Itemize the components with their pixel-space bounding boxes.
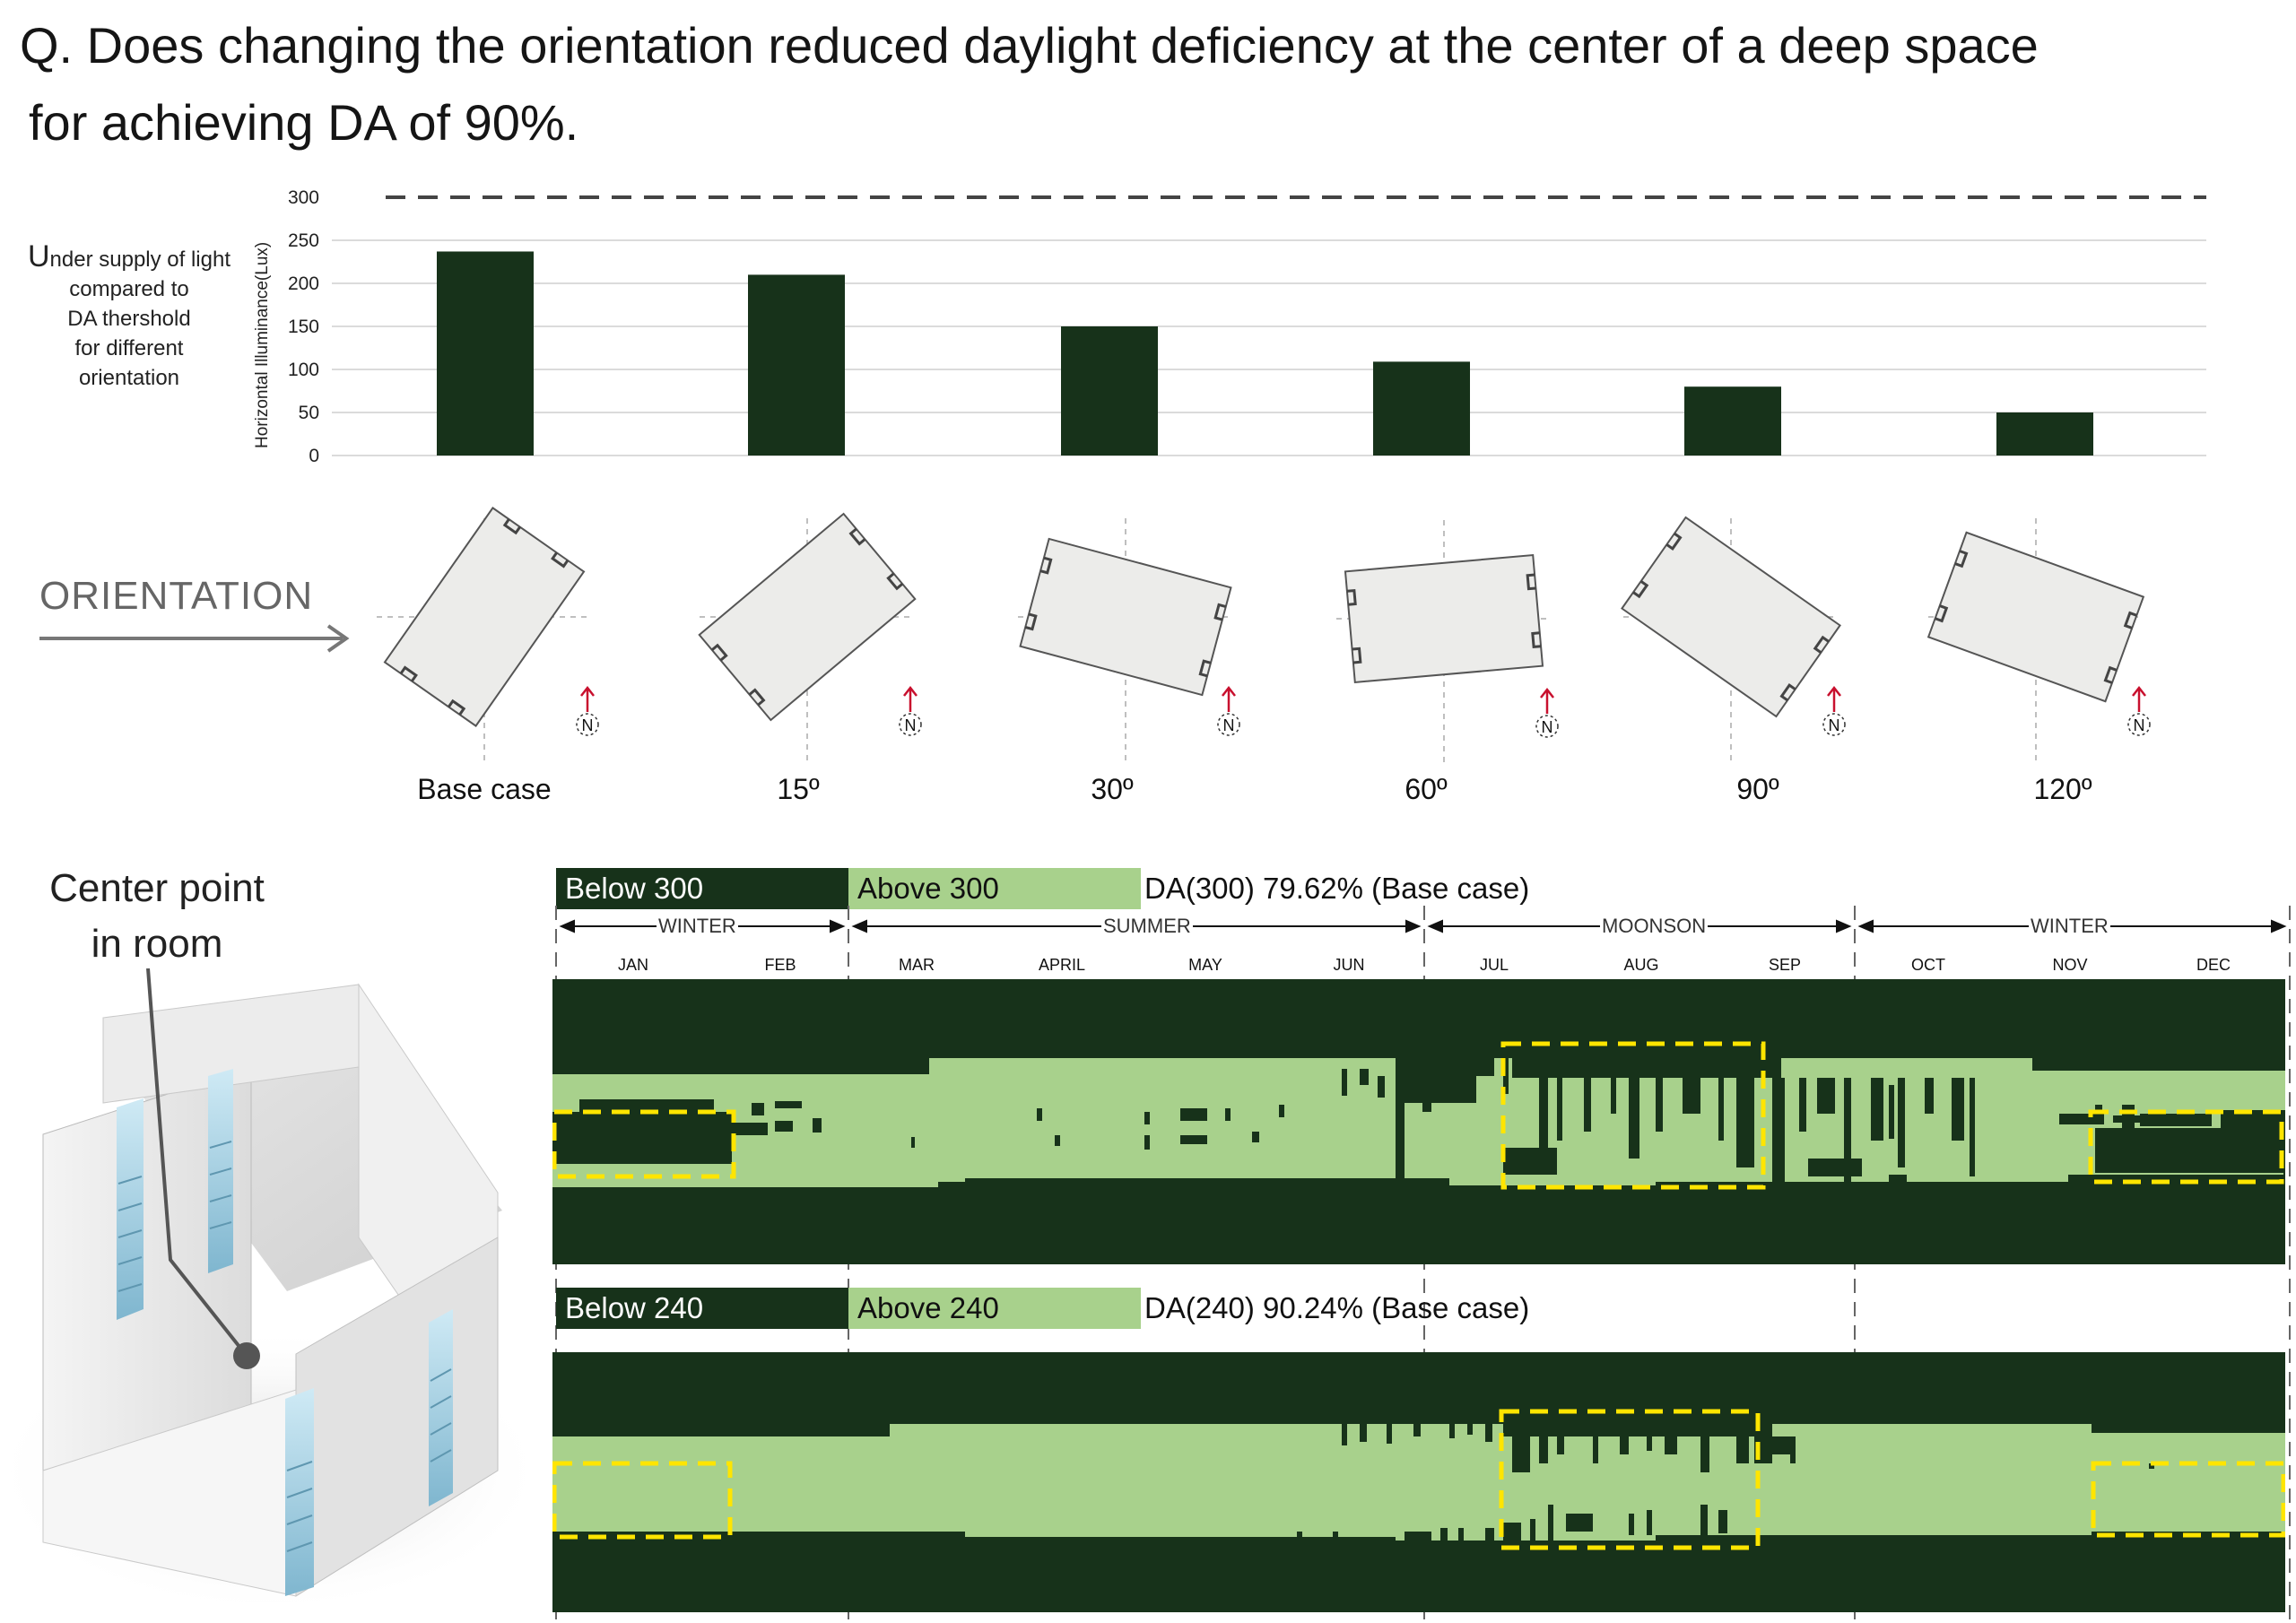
- season-label: WINTER: [657, 915, 738, 938]
- side-note-line: compared to: [69, 277, 189, 301]
- y-tick-label: 100: [288, 360, 319, 380]
- heatmap-above-band: [552, 1424, 2285, 1541]
- bar: [437, 251, 534, 456]
- heatmap-deficit-marks: [1297, 1424, 2154, 1549]
- legend-below-240: Below 240: [556, 1288, 848, 1329]
- center-point-label-line-2: in room: [91, 922, 223, 966]
- svg-text:N: N: [1829, 716, 1840, 734]
- case-label: 30º: [1091, 773, 1134, 805]
- case-label: 90º: [1736, 773, 1779, 805]
- y-tick-label: 300: [288, 187, 319, 208]
- da-300-label: DA(300) 79.62% (Base case): [1144, 872, 1530, 905]
- north-arrow-icon: N: [1535, 687, 1559, 738]
- center-pointer-line: [146, 968, 248, 1358]
- highlight-box: [552, 1041, 2284, 1190]
- y-tick-label: 200: [288, 273, 319, 294]
- orientation-arrow: [39, 624, 350, 653]
- month-label: AUG: [1623, 956, 1659, 974]
- da-240-label: DA(240) 90.24% (Base case): [1144, 1291, 1530, 1324]
- legend-above-240: Above 240: [848, 1288, 1141, 1329]
- month-label: FEB: [764, 956, 796, 974]
- svg-text:N: N: [2134, 716, 2145, 734]
- window-icon: [285, 1388, 314, 1596]
- svg-text:N: N: [1223, 716, 1235, 734]
- room-plan: N: [698, 512, 922, 760]
- orientation-label: ORIENTATION: [39, 574, 314, 618]
- window-icon: [117, 1098, 144, 1320]
- svg-text:N: N: [1542, 718, 1553, 736]
- legend-below-300: Below 300: [556, 868, 848, 909]
- heatmap-240: [552, 1352, 2285, 1612]
- y-tick-label: 50: [299, 403, 319, 423]
- north-arrow-icon: N: [576, 685, 599, 736]
- month-label: JAN: [617, 956, 648, 974]
- season-label: SUMMER: [1101, 915, 1193, 938]
- month-label: APRIL: [1038, 956, 1086, 974]
- side-note-first-line: nder supply of light: [49, 247, 231, 272]
- month-label: MAR: [899, 956, 935, 974]
- room-plan: N: [377, 507, 599, 760]
- season-label: MOONSON: [1600, 915, 1709, 938]
- room-plan: N: [1621, 516, 1846, 760]
- legend-above-300: Above 300: [848, 868, 1141, 909]
- heatmap-300: [552, 979, 2285, 1264]
- month-label: DEC: [2196, 956, 2231, 974]
- month-label: JUN: [1333, 956, 1365, 974]
- season-arrows: [559, 919, 2287, 933]
- side-note-line: DA thershold: [67, 307, 191, 331]
- question-line-1: Q. Does changing the orientation reduced…: [20, 17, 2039, 74]
- bar: [1684, 386, 1781, 456]
- y-tick-label: 150: [288, 317, 319, 337]
- svg-text:N: N: [905, 716, 917, 734]
- heatmap-deficit-marks: [552, 1058, 2285, 1185]
- bar: [1061, 326, 1158, 456]
- case-label: 120º: [2033, 773, 2092, 805]
- month-label: NOV: [2052, 956, 2088, 974]
- case-label: 15º: [777, 773, 820, 805]
- y-tick-label: 0: [309, 446, 319, 466]
- month-label: OCT: [1911, 956, 1945, 974]
- month-label: SEP: [1768, 956, 1802, 974]
- y-tick-label: 250: [288, 230, 319, 251]
- month-label: JUL: [1479, 956, 1509, 974]
- room-plan: N: [1926, 518, 2151, 760]
- bar: [748, 274, 845, 456]
- question-text: Q. Does changing the orientation reduced…: [20, 7, 2262, 161]
- heatmap-above-band: [552, 1058, 2285, 1187]
- svg-text:N: N: [582, 716, 594, 734]
- center-point-label-line-1: Center point: [49, 866, 265, 910]
- bar-chart: 300 250 200 150 100 50 0: [288, 187, 2206, 466]
- center-point-dot: [233, 1342, 260, 1369]
- north-arrow-icon: N: [1217, 685, 1240, 736]
- highlight-box: [552, 1409, 2285, 1550]
- bar: [1996, 412, 2093, 456]
- room-plan: N: [1018, 518, 1240, 760]
- north-arrow-icon: N: [2127, 685, 2151, 736]
- side-note-lead-letter: U: [27, 239, 50, 273]
- room-wall-front-left: [42, 1389, 297, 1597]
- case-label: Base case: [417, 773, 552, 805]
- north-arrow-icon: N: [899, 685, 922, 736]
- bar: [1373, 361, 1470, 456]
- center-point-label: Center point in room: [27, 861, 287, 972]
- side-note-line: for different: [74, 336, 184, 360]
- month-label: MAY: [1188, 956, 1222, 974]
- window-icon: [429, 1309, 453, 1506]
- north-arrow-icon: N: [1822, 685, 1846, 736]
- question-line-2: for achieving DA of 90%.: [29, 94, 579, 151]
- case-label: 60º: [1405, 773, 1448, 805]
- room-illustration: [0, 968, 547, 1614]
- chart-side-note: Under supply of light compared to DA the…: [13, 239, 246, 393]
- window-icon: [208, 1069, 233, 1273]
- side-note-line: orientation: [78, 366, 180, 390]
- season-label: WINTER: [2029, 915, 2110, 938]
- room-plan: N: [1336, 520, 1559, 762]
